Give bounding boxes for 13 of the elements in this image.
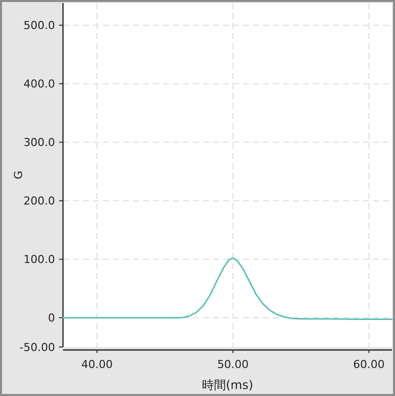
y-tick-label: 300.0 [24, 136, 55, 150]
y-tick-label: 200.0 [24, 194, 55, 208]
y-tick-label: 0 [48, 312, 55, 325]
x-tick-label: 40.00 [81, 358, 113, 371]
y-tick-label: 100.0 [24, 253, 55, 266]
y-tick-label: 500.0 [24, 19, 55, 32]
line-series [62, 257, 393, 320]
x-tick-label: 50.00 [217, 358, 249, 371]
y-tick-label: -50.00 [20, 341, 55, 354]
y-tick-label: 400.0 [24, 78, 55, 91]
y-axis-title: G [12, 170, 25, 180]
x-axis-title: 時間(ms) [202, 378, 254, 392]
x-tick-label: 60.00 [353, 358, 385, 371]
